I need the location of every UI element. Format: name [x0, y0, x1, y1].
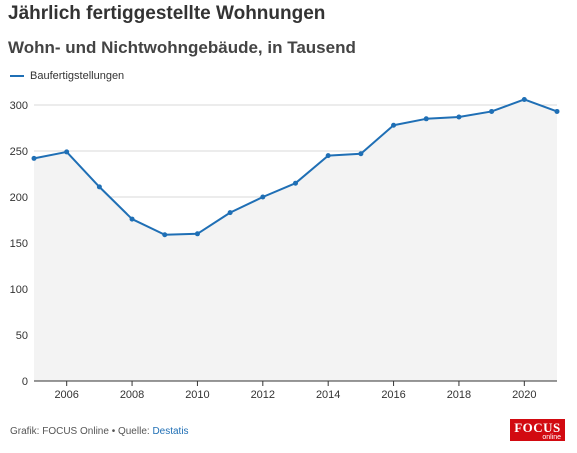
- x-tick-label: 2020: [512, 389, 536, 401]
- data-point: [521, 96, 527, 102]
- logo-sub: online: [542, 434, 561, 441]
- y-tick-label: 200: [10, 192, 28, 204]
- x-tick-label: 2012: [251, 389, 275, 401]
- data-point: [456, 114, 462, 120]
- data-point: [129, 216, 135, 222]
- x-tick-label: 2018: [447, 389, 471, 401]
- y-tick-label: 100: [10, 284, 28, 296]
- data-point: [358, 151, 364, 157]
- data-point: [31, 155, 37, 161]
- x-tick-label: 2008: [120, 389, 144, 401]
- data-point: [489, 108, 495, 114]
- data-point: [64, 149, 70, 155]
- data-point: [162, 232, 168, 238]
- y-tick-label: 0: [22, 376, 28, 388]
- data-point: [325, 153, 331, 159]
- legend-swatch: [10, 75, 24, 77]
- logo-main: FOCUS: [514, 420, 561, 435]
- x-tick-label: 2006: [54, 389, 78, 401]
- chart-footer: Grafik: FOCUS Online • Quelle: Destatis: [10, 426, 189, 437]
- x-tick-label: 2014: [316, 389, 340, 401]
- legend-label: Baufertigstellungen: [30, 70, 125, 82]
- chart-legend: Baufertigstellungen: [10, 70, 124, 82]
- data-point: [96, 184, 102, 190]
- chart-title: Jährlich fertiggestellte Wohnungen: [8, 3, 326, 24]
- focus-online-logo[interactable]: FOCUS online: [510, 419, 565, 441]
- data-point: [554, 108, 560, 114]
- y-tick-label: 150: [10, 238, 28, 250]
- data-point: [194, 231, 200, 237]
- series-area: [34, 99, 557, 381]
- x-tick-label: 2016: [381, 389, 405, 401]
- data-point: [260, 194, 266, 200]
- data-point: [227, 210, 233, 216]
- data-point: [423, 116, 429, 122]
- data-point: [391, 122, 397, 128]
- y-tick-label: 300: [10, 100, 28, 112]
- chart-subtitle: Wohn- und Nichtwohngebäude, in Tausend: [8, 38, 356, 57]
- footer-credit: Grafik: FOCUS Online • Quelle:: [10, 426, 153, 437]
- y-tick-label: 50: [16, 330, 28, 342]
- source-link[interactable]: Destatis: [152, 426, 189, 437]
- y-tick-label: 250: [10, 146, 28, 158]
- data-point: [293, 180, 298, 186]
- x-tick-label: 2010: [185, 389, 209, 401]
